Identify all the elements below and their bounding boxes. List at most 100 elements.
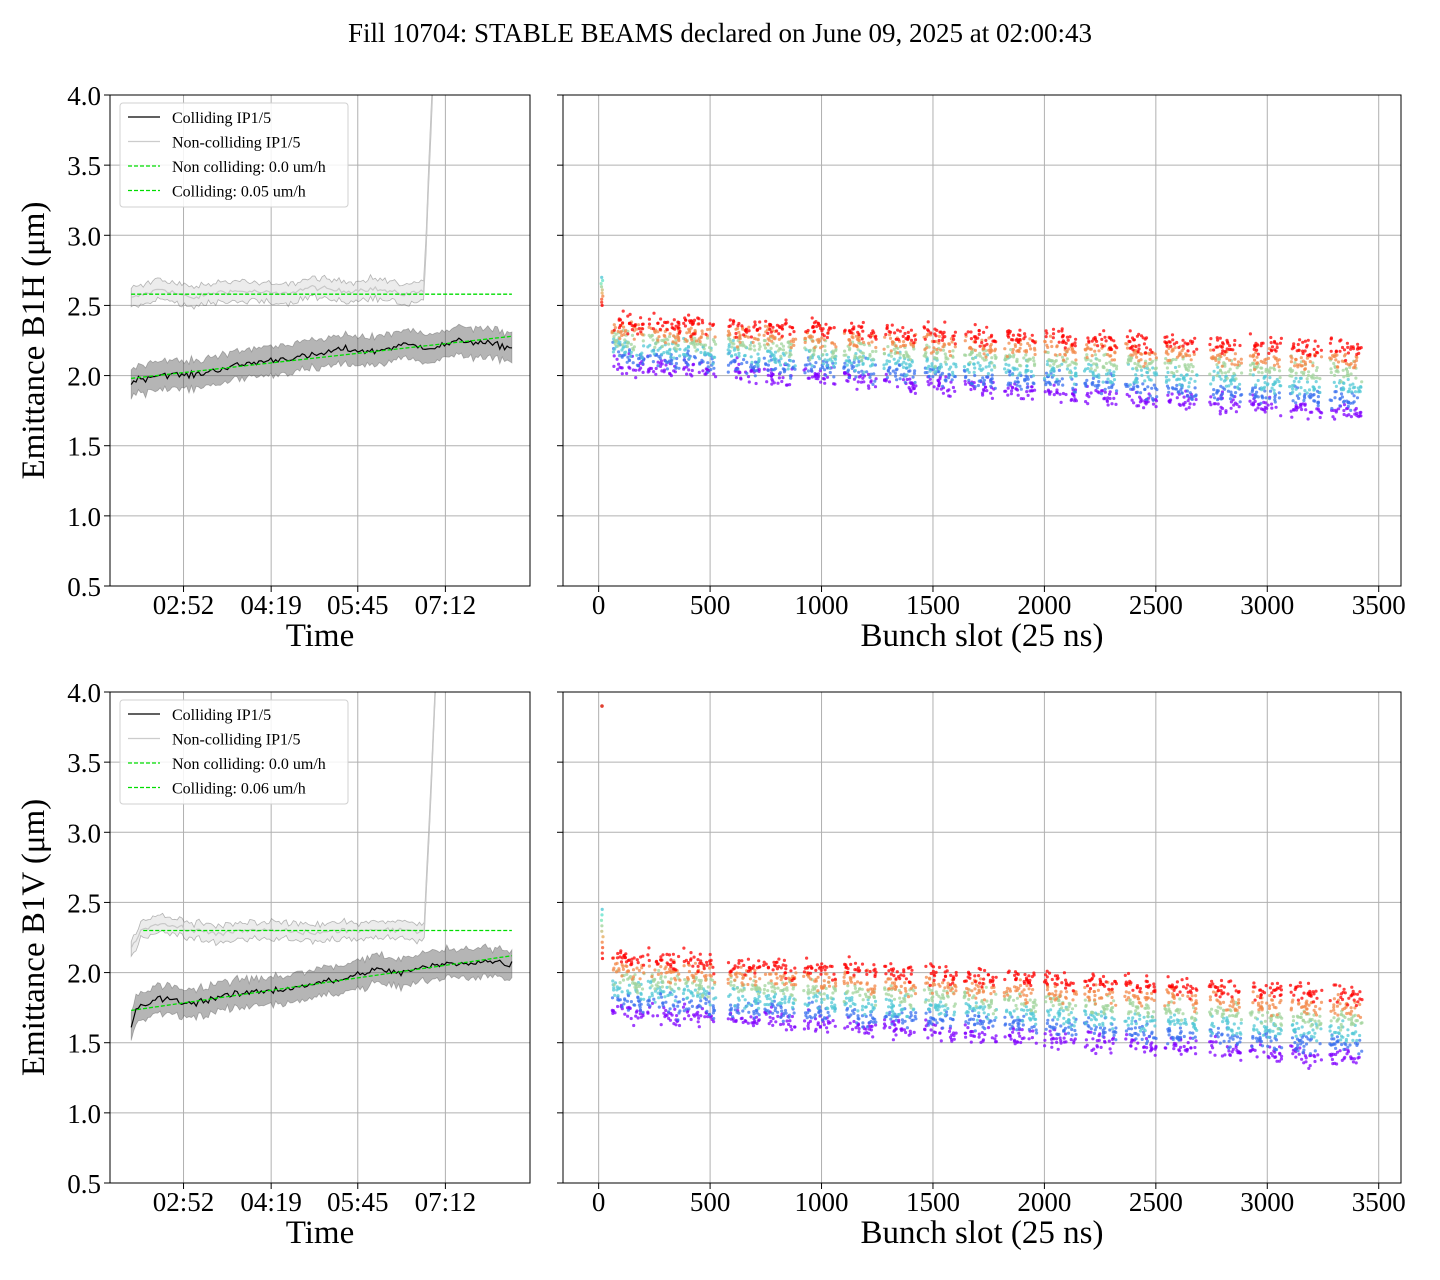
bunch-point <box>1135 355 1139 359</box>
bunch-point <box>905 1026 910 1030</box>
bunch-point <box>815 324 819 329</box>
bunch-point <box>903 999 907 1004</box>
bunch-point <box>770 334 774 338</box>
bunch-point <box>663 995 667 999</box>
bunch-point <box>857 1027 861 1031</box>
bunch-point <box>768 322 772 326</box>
bunch-point <box>888 336 893 340</box>
bunch-point <box>1311 361 1315 365</box>
bunch-point <box>1028 998 1032 1002</box>
bunch-point <box>848 1004 853 1008</box>
bunch-point <box>656 321 660 325</box>
bunch-point <box>1021 1019 1025 1023</box>
bunch-point <box>1005 354 1009 359</box>
bunch-point <box>631 968 636 972</box>
bunch-point <box>620 372 624 376</box>
bunch-point <box>693 961 698 965</box>
bunch-point <box>1013 380 1017 384</box>
bunch-point <box>986 372 991 376</box>
bunch-point <box>966 1026 970 1030</box>
bunch-point <box>1085 343 1089 347</box>
bunch-point <box>788 332 792 336</box>
bunch-point <box>627 348 632 352</box>
x-tick-label: 3000 <box>1240 1187 1294 1217</box>
bunch-point <box>928 369 932 373</box>
bunch-point <box>1308 353 1312 357</box>
b1h-time-plot: 0.51.01.52.02.53.03.54.002:52 04:19 05:45 0… <box>16 81 531 654</box>
bunch-point <box>914 384 918 388</box>
bunch-point <box>826 980 831 984</box>
bunch-point <box>894 1018 898 1022</box>
bunch-point <box>1347 389 1351 393</box>
bunch-point <box>926 1023 930 1027</box>
bunch-point <box>612 364 616 368</box>
bunch-point <box>1026 377 1030 381</box>
bunch-point <box>882 363 886 367</box>
bunch-point <box>1294 406 1298 410</box>
bunch-point <box>802 974 806 979</box>
bunch-point <box>822 992 826 996</box>
bunch-point <box>948 1024 953 1028</box>
bunch-point <box>662 351 666 355</box>
bunch-point <box>622 1002 626 1006</box>
bunch-point <box>1209 382 1213 386</box>
bunch-point <box>1031 374 1035 378</box>
bunch-point <box>1350 390 1354 394</box>
bunch-point <box>897 1018 901 1023</box>
bunch-point <box>706 351 710 355</box>
bunch-point <box>1175 369 1179 373</box>
bunch-point <box>780 379 784 384</box>
bunch-point <box>739 376 743 380</box>
bunch-point <box>982 352 986 356</box>
bunch-point <box>889 354 894 358</box>
bunch-point <box>888 987 892 991</box>
bunch-point <box>975 1018 980 1022</box>
bunch-point <box>928 1003 932 1007</box>
bunch-point <box>901 326 905 330</box>
bunch-point <box>904 366 909 370</box>
bunch-point <box>648 343 652 347</box>
bunch-point <box>825 335 830 340</box>
bunch-point <box>678 347 682 351</box>
bunch-point <box>747 1010 751 1014</box>
bunch-point <box>925 343 929 347</box>
bunch-point <box>626 1014 630 1018</box>
bunch-point <box>682 964 686 968</box>
bunch-point <box>932 1030 936 1034</box>
bunch-point <box>982 1011 986 1015</box>
bunch-point <box>1131 367 1135 371</box>
bunch-point <box>1131 353 1135 357</box>
bunch-point <box>806 1021 811 1025</box>
bunch-point <box>1024 369 1028 373</box>
bunch-point <box>869 1013 873 1017</box>
bunch-point <box>659 1023 663 1027</box>
bunch-point <box>1073 361 1077 365</box>
bunch-point <box>852 973 856 977</box>
bunch-point <box>928 1019 932 1023</box>
bunch-point <box>1020 1002 1024 1006</box>
bunch-point <box>1306 338 1310 342</box>
bunch-point <box>788 383 792 387</box>
bunch-point <box>648 354 652 358</box>
bunch-point <box>1228 367 1232 371</box>
bunch-point <box>1014 1003 1018 1008</box>
bunch-point <box>1150 350 1154 354</box>
bunch-point <box>651 338 655 342</box>
bunch-point <box>1139 368 1143 372</box>
bunch-point <box>1019 397 1023 401</box>
bunch-point <box>631 348 636 352</box>
bunch-point <box>941 1004 945 1008</box>
bunch-point <box>1112 339 1116 343</box>
bunch-point <box>626 314 630 318</box>
bunch-point <box>1183 400 1187 405</box>
bunch-point <box>1072 1016 1076 1020</box>
bunch-point <box>978 354 982 358</box>
bunch-point <box>1301 349 1305 353</box>
bunch-point <box>1007 341 1011 345</box>
bunch-point <box>704 998 709 1002</box>
bunch-point <box>1134 373 1138 377</box>
bunch-point <box>738 343 742 347</box>
bunch-point <box>1277 365 1281 369</box>
bunch-point <box>634 327 639 331</box>
bunch-point <box>620 956 625 960</box>
